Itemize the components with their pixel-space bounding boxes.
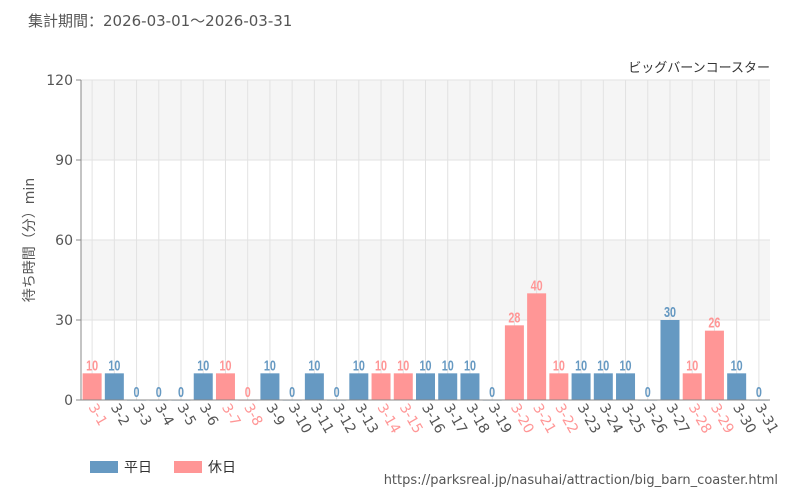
chart-title: ビッグバーンコースター bbox=[628, 61, 770, 76]
bar-value-label: 0 bbox=[134, 383, 140, 400]
bar-3-6 bbox=[193, 373, 213, 400]
bar-value-label: 10 bbox=[264, 357, 276, 374]
bar-3-28 bbox=[682, 373, 702, 400]
bar-value-label: 40 bbox=[531, 277, 543, 294]
bar-3-7 bbox=[215, 373, 235, 400]
bar-3-16 bbox=[416, 373, 435, 400]
y-tick-label: 30 bbox=[55, 313, 73, 329]
x-tick-label: 3-31 bbox=[751, 401, 781, 437]
bar-value-label: 0 bbox=[334, 383, 340, 400]
bar-3-23 bbox=[571, 373, 591, 400]
bar-value-label: 10 bbox=[442, 357, 454, 374]
legend-swatch-holiday bbox=[174, 461, 202, 473]
x-tick-label: 3-7 bbox=[218, 401, 243, 429]
bar-3-24 bbox=[593, 373, 613, 400]
y-tick-label: 90 bbox=[55, 153, 73, 169]
bar-value-label: 10 bbox=[197, 357, 209, 374]
x-tick-label: 3-9 bbox=[262, 401, 287, 429]
x-tick-label: 3-4 bbox=[151, 401, 176, 429]
bar-value-label: 30 bbox=[664, 303, 676, 320]
bar-value-label: 10 bbox=[553, 357, 565, 374]
bar-value-label: 0 bbox=[489, 383, 495, 400]
bar-value-label: 10 bbox=[686, 357, 698, 374]
bar-3-1 bbox=[82, 373, 102, 400]
bar-value-label: 10 bbox=[620, 357, 632, 374]
source-url: https://parksreal.jp/nasuhai/attraction/… bbox=[383, 473, 778, 488]
bar-value-label: 10 bbox=[375, 357, 387, 374]
x-tick-label: 3-2 bbox=[107, 401, 132, 429]
bar-3-14 bbox=[371, 373, 391, 400]
bar-3-25 bbox=[616, 373, 636, 400]
bar-value-label: 10 bbox=[86, 357, 98, 374]
bar-value-label: 10 bbox=[597, 357, 609, 374]
bar-value-label: 0 bbox=[245, 383, 251, 400]
bar-value-label: 0 bbox=[289, 383, 295, 400]
bar-3-18 bbox=[460, 373, 480, 400]
bar-3-21 bbox=[527, 293, 547, 400]
bar-value-label: 0 bbox=[178, 383, 184, 400]
bar-value-label: 10 bbox=[397, 357, 409, 374]
bar-value-label: 10 bbox=[420, 357, 432, 374]
y-tick-label: 120 bbox=[46, 73, 73, 89]
bar-value-label: 0 bbox=[756, 383, 762, 400]
bar-3-11 bbox=[304, 373, 324, 400]
bar-3-20 bbox=[504, 325, 524, 400]
bar-value-label: 0 bbox=[156, 383, 162, 400]
bar-value-label: 10 bbox=[308, 357, 320, 374]
bar-value-label: 26 bbox=[708, 314, 720, 331]
bar-3-29 bbox=[704, 330, 724, 400]
y-axis-label: 待ち時間（分）min bbox=[22, 178, 38, 302]
bar-value-label: 28 bbox=[508, 309, 520, 326]
bar-3-2 bbox=[104, 373, 124, 400]
bar-3-22 bbox=[549, 373, 569, 400]
legend-item-holiday: 休日 bbox=[174, 457, 236, 477]
bar-value-label: 0 bbox=[645, 383, 651, 400]
bar-3-13 bbox=[349, 373, 369, 400]
bar-value-label: 10 bbox=[353, 357, 365, 374]
bar-value-label: 10 bbox=[575, 357, 587, 374]
bar-3-9 bbox=[260, 373, 280, 400]
bar-value-label: 10 bbox=[731, 357, 743, 374]
bar-value-label: 10 bbox=[219, 357, 231, 374]
legend: 平日 休日 bbox=[90, 457, 236, 477]
y-tick-label: 0 bbox=[64, 393, 73, 409]
x-tick-label: 3-1 bbox=[85, 401, 110, 429]
legend-label-weekday: 平日 bbox=[124, 460, 152, 476]
legend-item-weekday: 平日 bbox=[90, 457, 152, 477]
bar-3-17 bbox=[438, 373, 458, 400]
x-tick-label: 3-6 bbox=[196, 401, 221, 429]
x-tick-label: 3-3 bbox=[129, 401, 154, 429]
bar-3-30 bbox=[727, 373, 747, 400]
y-tick-label: 60 bbox=[55, 233, 73, 249]
bar-3-27 bbox=[660, 320, 680, 400]
bar-value-label: 10 bbox=[464, 357, 476, 374]
bar-value-label: 10 bbox=[108, 357, 120, 374]
x-tick-label: 3-5 bbox=[174, 401, 199, 429]
legend-swatch-weekday bbox=[90, 461, 118, 473]
legend-label-holiday: 休日 bbox=[208, 460, 236, 476]
x-tick-label: 3-8 bbox=[240, 401, 265, 429]
period-label: 集計期間：2026-03-01～2026-03-31 bbox=[28, 12, 293, 30]
bar-3-15 bbox=[393, 373, 413, 400]
